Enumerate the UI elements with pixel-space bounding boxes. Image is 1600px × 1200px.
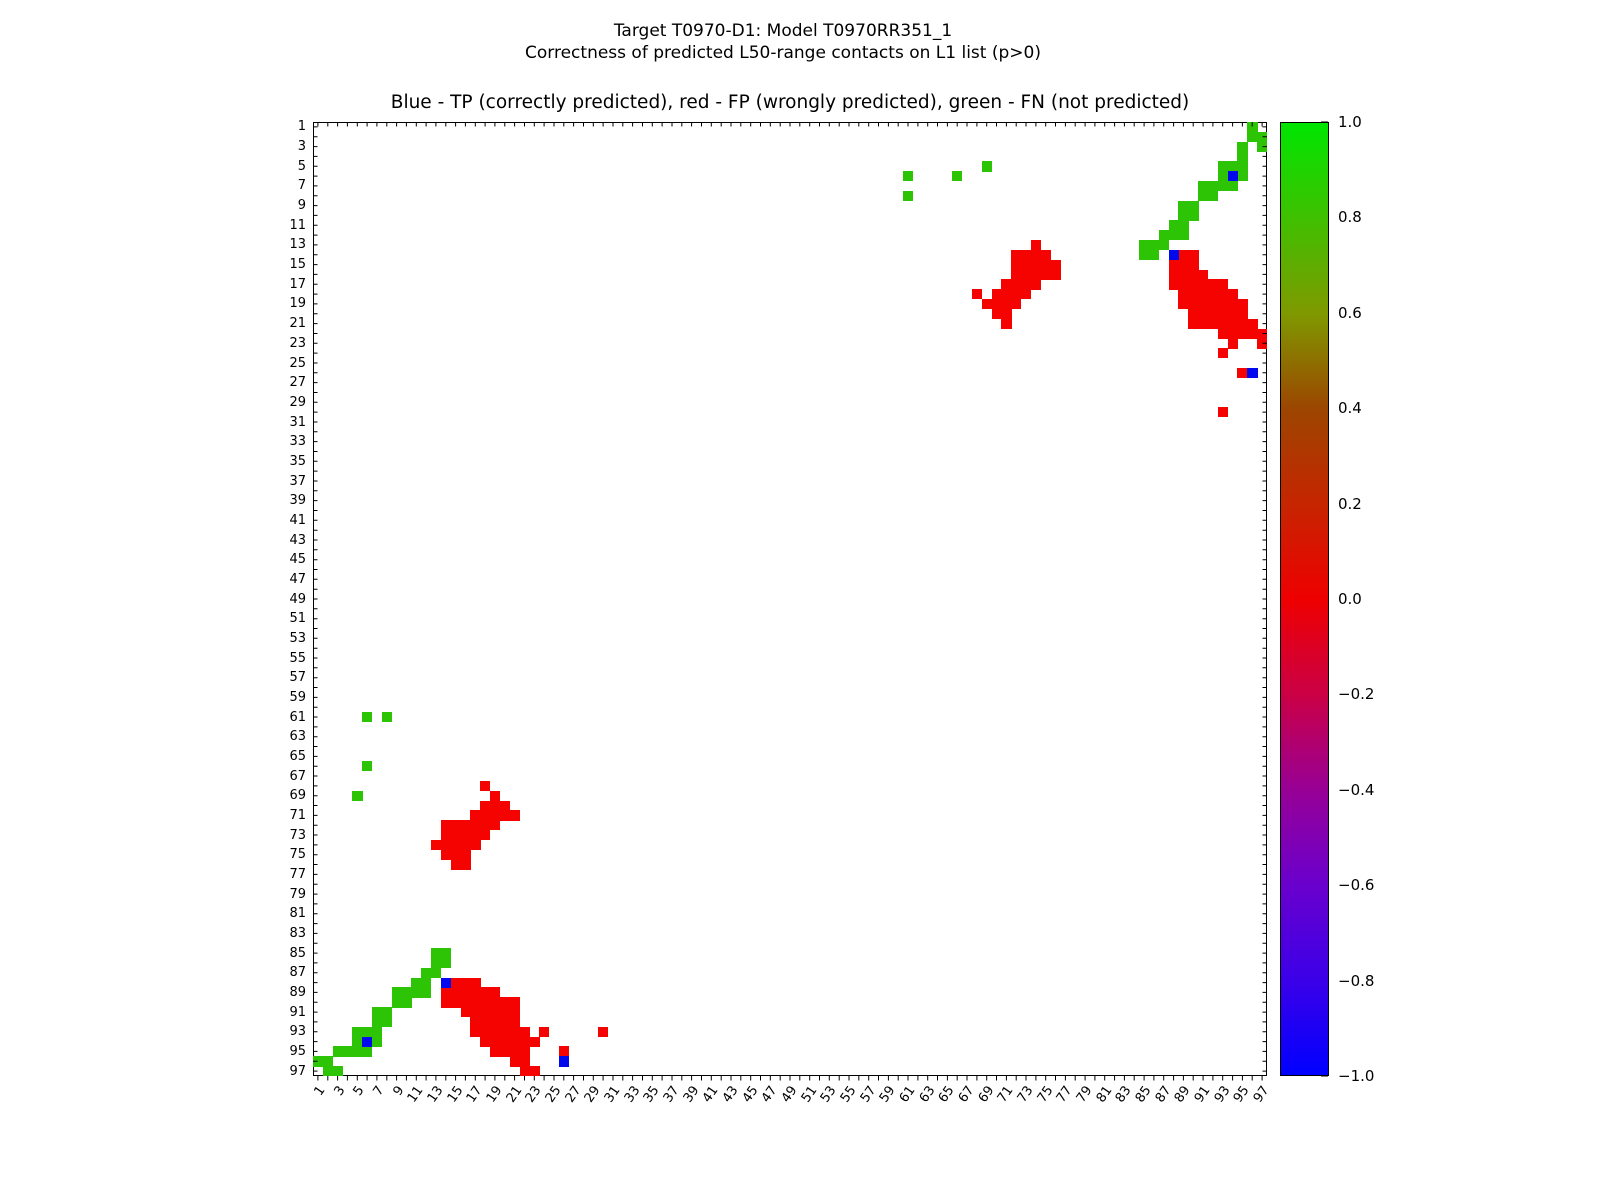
y-tick-label: 57 bbox=[289, 670, 306, 686]
y-tick-label: 69 bbox=[289, 788, 306, 804]
colorbar-tick-label: 0.2 bbox=[1338, 494, 1362, 513]
y-tick-label: 91 bbox=[289, 1004, 306, 1020]
y-tick-label: 17 bbox=[289, 276, 306, 292]
y-tick-label: 87 bbox=[289, 965, 306, 981]
y-tick-label: 23 bbox=[289, 335, 306, 351]
colorbar-tick-label: 0.4 bbox=[1338, 399, 1362, 418]
y-tick-label: 11 bbox=[289, 217, 306, 233]
y-tick-label: 75 bbox=[289, 847, 306, 863]
y-tick-label: 71 bbox=[289, 807, 306, 823]
y-tick-label: 45 bbox=[289, 552, 306, 568]
y-tick-label: 85 bbox=[289, 945, 306, 961]
y-tick-label: 53 bbox=[289, 630, 306, 646]
y-tick-label: 7 bbox=[297, 178, 306, 194]
y-tick-label: 93 bbox=[289, 1024, 306, 1040]
y-tick-label: 21 bbox=[289, 316, 306, 332]
y-tick-label: 25 bbox=[289, 355, 306, 371]
y-tick-label: 79 bbox=[289, 886, 306, 902]
y-tick-label: 39 bbox=[289, 493, 306, 509]
y-tick-label: 97 bbox=[289, 1063, 306, 1079]
y-tick-label: 63 bbox=[289, 729, 306, 745]
y-tick-label: 19 bbox=[289, 296, 306, 312]
y-tick-label: 55 bbox=[289, 650, 306, 666]
y-tick-label: 83 bbox=[289, 925, 306, 941]
y-tick-label: 15 bbox=[289, 257, 306, 273]
y-tick-label: 73 bbox=[289, 827, 306, 843]
colorbar-tick-label: 1.0 bbox=[1338, 113, 1362, 131]
colorbar bbox=[1280, 122, 1329, 1076]
colorbar-tick-label: −0.2 bbox=[1338, 685, 1375, 704]
y-tick-label: 31 bbox=[289, 414, 306, 430]
figure-suptitle-line2: Correctness of predicted L50-range conta… bbox=[525, 43, 1041, 63]
y-tick-label: 67 bbox=[289, 768, 306, 784]
y-tick-label: 35 bbox=[289, 453, 306, 469]
axes-title: Blue - TP (correctly predicted), red - F… bbox=[390, 92, 1190, 113]
y-tick-label: 43 bbox=[289, 532, 306, 548]
contact-map-axes bbox=[313, 122, 1267, 1076]
y-tick-label: 81 bbox=[289, 906, 306, 922]
y-tick-label: 27 bbox=[289, 375, 306, 391]
y-tick-label: 59 bbox=[289, 689, 306, 705]
y-tick-label: 61 bbox=[289, 709, 306, 725]
y-tick-label: 29 bbox=[289, 394, 306, 410]
y-tick-label: 37 bbox=[289, 473, 306, 489]
colorbar-tick-label: −0.6 bbox=[1338, 876, 1375, 895]
y-tick-label: 5 bbox=[297, 158, 306, 174]
colorbar-tick-label: 0.8 bbox=[1338, 208, 1362, 227]
y-tick-label: 41 bbox=[289, 512, 306, 528]
colorbar-tick-label: −1.0 bbox=[1338, 1067, 1375, 1085]
y-tick-label: 51 bbox=[289, 611, 306, 627]
figure-suptitle-line1: Target T0970-D1: Model T0970RR351_1 bbox=[613, 21, 953, 41]
y-tick-label: 89 bbox=[289, 984, 306, 1000]
y-tick-label: 95 bbox=[289, 1043, 306, 1059]
y-tick-label: 1 bbox=[297, 119, 306, 135]
y-tick-label: 9 bbox=[297, 198, 306, 214]
y-tick-label: 3 bbox=[297, 139, 306, 155]
y-tick-label: 47 bbox=[289, 571, 306, 587]
y-tick-label: 77 bbox=[289, 866, 306, 882]
colorbar-tick-label: 0.0 bbox=[1338, 590, 1362, 608]
colorbar-tick-label: 0.6 bbox=[1338, 303, 1362, 322]
colorbar-tick-label: −0.8 bbox=[1338, 971, 1375, 990]
y-tick-label: 13 bbox=[289, 237, 306, 253]
y-tick-label: 49 bbox=[289, 591, 306, 607]
colorbar-tick-label: −0.4 bbox=[1338, 780, 1375, 799]
y-tick-label: 33 bbox=[289, 434, 306, 450]
y-tick-label: 65 bbox=[289, 748, 306, 764]
